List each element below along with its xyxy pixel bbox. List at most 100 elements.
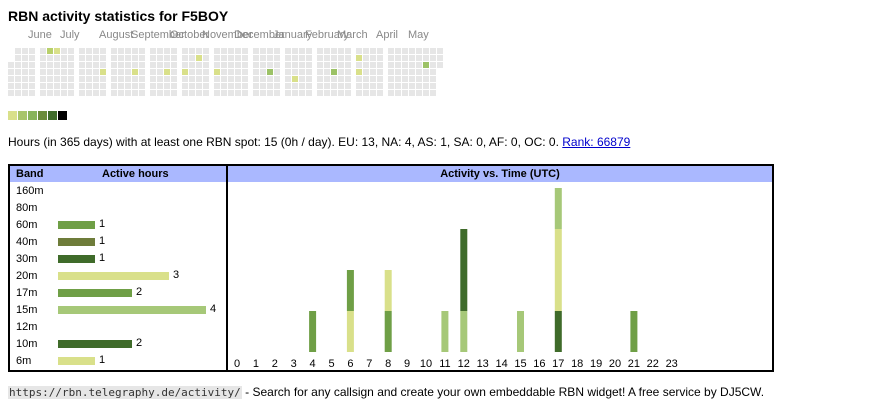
heatmap-cell (356, 83, 362, 89)
month-label: July (60, 29, 80, 41)
heatmap-cell (285, 69, 291, 75)
heatmap-cell (253, 48, 259, 54)
hour-tick-label: 6 (347, 358, 353, 370)
heatmap-cell (79, 83, 85, 89)
heatmap-cell (93, 69, 99, 75)
heatmap-cell (132, 76, 138, 82)
heatmap-cell (331, 90, 337, 96)
heatmap-cell (267, 55, 273, 61)
hour-tick-label: 22 (647, 358, 659, 370)
heatmap-cell (54, 69, 60, 75)
heatmap-cell (79, 55, 85, 61)
heatmap-cell (139, 90, 145, 96)
heatmap-cell (79, 48, 85, 54)
summary-text: Hours (in 365 days) with at least one RB… (8, 135, 559, 149)
hour-activity-bar (517, 311, 524, 352)
heatmap-cell (363, 76, 369, 82)
heatmap-cell (395, 48, 401, 54)
heatmap-cell (68, 76, 74, 82)
heatmap-cell (61, 69, 67, 75)
heatmap-cell (409, 69, 415, 75)
heatmap-cell (228, 90, 234, 96)
heatmap-cell (29, 69, 35, 75)
month-label: October (170, 29, 209, 41)
heatmap-cell (338, 48, 344, 54)
activity-summary: Hours (in 365 days) with at least one RB… (8, 135, 630, 149)
heatmap-cell (118, 69, 124, 75)
heatmap-cell (324, 83, 330, 89)
heatmap-cell (430, 55, 436, 61)
heatmap-cell (125, 62, 131, 68)
heatmap-cell (182, 48, 188, 54)
heatmap-cell (242, 76, 248, 82)
heatmap-cell (54, 62, 60, 68)
legend-swatch (48, 111, 57, 120)
band-hours-value: 1 (99, 354, 106, 366)
heatmap-cell (182, 90, 188, 96)
heatmap-cell (125, 69, 131, 75)
heatmap-cell (203, 62, 209, 68)
month-label: February (305, 29, 350, 41)
heatmap-cell (324, 69, 330, 75)
heatmap-cell (430, 90, 436, 96)
band-hours-value: 4 (210, 303, 217, 315)
heatmap-cell (363, 48, 369, 54)
heatmap-cell (157, 76, 163, 82)
heatmap-cell (285, 62, 291, 68)
heatmap-cell (377, 76, 383, 82)
heatmap-cell (260, 62, 266, 68)
heatmap-cell (214, 83, 220, 89)
heatmap-cell (8, 83, 14, 89)
heatmap-cell (356, 62, 362, 68)
heatmap-cell (274, 83, 280, 89)
heatmap-cell (182, 55, 188, 61)
band-hours-value: 2 (136, 286, 143, 298)
heatmap-cell (54, 76, 60, 82)
hour-tick-label: 5 (328, 358, 334, 370)
heatmap-cell (100, 62, 106, 68)
heatmap-cell (324, 90, 330, 96)
heatmap-cell (203, 69, 209, 75)
chart-title: Activity vs. Time (UTC) (228, 166, 772, 182)
heatmap-cell (242, 83, 248, 89)
legend-swatch (28, 111, 37, 120)
heatmap-cell (388, 48, 394, 54)
heatmap-cell (214, 76, 220, 82)
heatmap-cell (111, 83, 117, 89)
heatmap-cell (100, 69, 106, 75)
heatmap-cell (370, 90, 376, 96)
band-row: 60m 1 (10, 217, 226, 234)
heatmap-cell (40, 55, 46, 61)
heatmap-cell (324, 48, 330, 54)
heatmap-cell (317, 62, 323, 68)
heatmap-cell (196, 62, 202, 68)
heatmap-cell (388, 62, 394, 68)
footer-url[interactable]: https://rbn.telegraphy.de/activity/ (8, 386, 242, 399)
heatmap-cell (86, 48, 92, 54)
heatmap-cell (423, 48, 429, 54)
heatmap-cell (292, 83, 298, 89)
heatmap-cell (93, 83, 99, 89)
heatmap-cell (182, 69, 188, 75)
heatmap-cell (285, 55, 291, 61)
hour-tick-label: 19 (590, 358, 602, 370)
heatmap-cell (402, 55, 408, 61)
heatmap-cell (139, 62, 145, 68)
heatmap-cell (317, 83, 323, 89)
heatmap-cell (306, 83, 312, 89)
heatmap-cell (214, 62, 220, 68)
page-title: RBN activity statistics for F5BOY (8, 8, 229, 24)
heatmap-cell (274, 69, 280, 75)
band-hours-bar (58, 238, 95, 246)
heatmap-cell (363, 83, 369, 89)
heatmap-cell (164, 90, 170, 96)
heatmap-cell (402, 62, 408, 68)
rank-link[interactable]: Rank: 66879 (562, 135, 631, 149)
heatmap-cell (40, 76, 46, 82)
heatmap-cell (260, 76, 266, 82)
heatmap-cell (423, 90, 429, 96)
month-label: May (408, 29, 429, 41)
heatmap-cell (221, 83, 227, 89)
heatmap-cell (22, 69, 28, 75)
hours-column-header: Active hours (102, 168, 169, 180)
